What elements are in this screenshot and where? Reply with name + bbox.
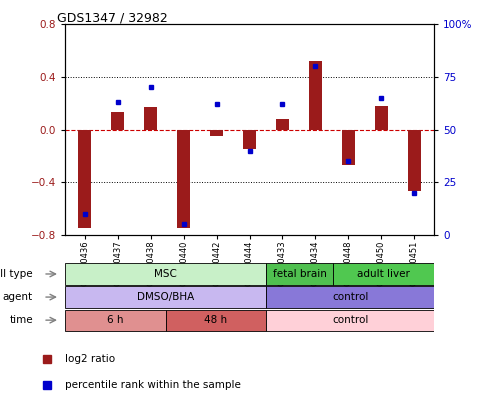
Bar xyxy=(243,130,256,149)
Text: control: control xyxy=(332,315,368,325)
Text: control: control xyxy=(332,292,368,302)
Bar xyxy=(266,263,333,285)
Bar xyxy=(276,119,289,130)
Text: cell type: cell type xyxy=(0,269,33,279)
Bar xyxy=(166,309,266,331)
Text: MSC: MSC xyxy=(154,269,177,279)
Bar xyxy=(210,130,223,136)
Text: 48 h: 48 h xyxy=(205,315,228,325)
Text: DMSO/BHA: DMSO/BHA xyxy=(137,292,194,302)
Bar xyxy=(408,130,421,192)
Bar xyxy=(266,286,434,308)
Bar xyxy=(65,286,266,308)
Bar xyxy=(342,130,355,165)
Text: 6 h: 6 h xyxy=(107,315,123,325)
Bar xyxy=(375,106,388,130)
Text: agent: agent xyxy=(3,292,33,302)
Text: fetal brain: fetal brain xyxy=(273,269,327,279)
Text: percentile rank within the sample: percentile rank within the sample xyxy=(65,380,241,390)
Bar xyxy=(111,113,124,130)
Text: log2 ratio: log2 ratio xyxy=(65,354,115,364)
Text: time: time xyxy=(9,315,33,325)
Bar xyxy=(177,130,190,228)
Bar xyxy=(65,263,266,285)
Bar xyxy=(78,130,91,228)
Bar xyxy=(309,61,322,130)
Bar xyxy=(266,309,434,331)
Text: GDS1347 / 32982: GDS1347 / 32982 xyxy=(57,11,168,24)
Text: adult liver: adult liver xyxy=(357,269,410,279)
Bar xyxy=(65,309,166,331)
Bar xyxy=(333,263,434,285)
Bar xyxy=(144,107,157,130)
